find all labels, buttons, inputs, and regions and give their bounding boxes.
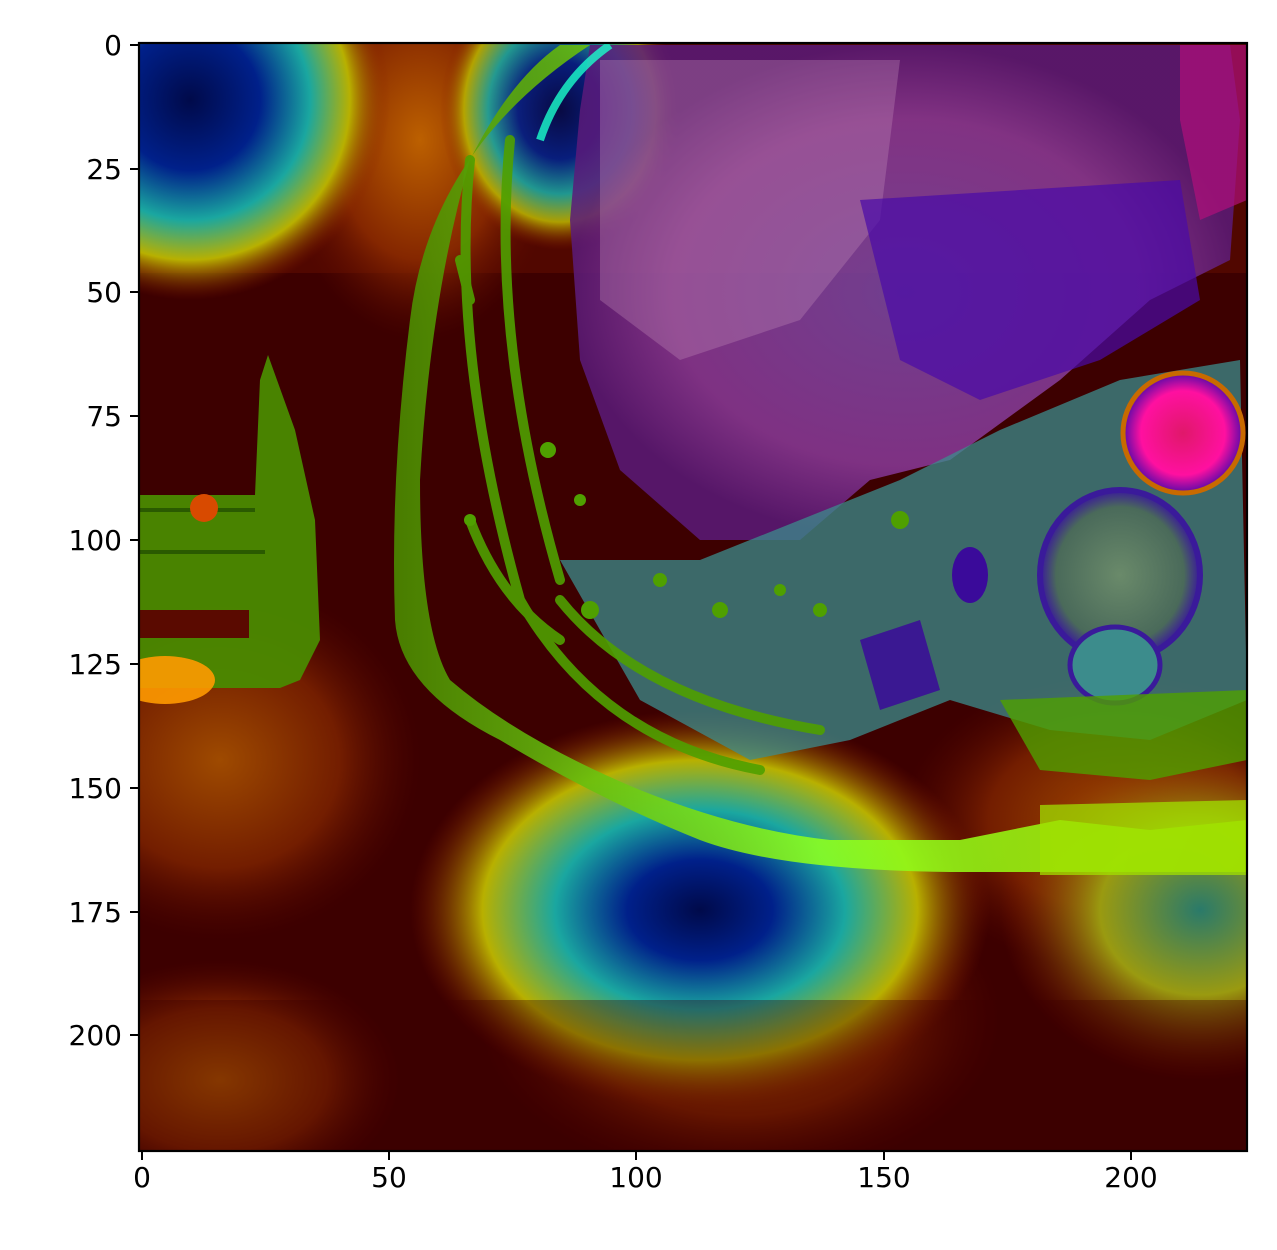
x-tick-label: 200: [1104, 1161, 1157, 1194]
overlay-image: [139, 43, 1247, 1151]
y-tick-label: 50: [86, 276, 122, 309]
x-tick-label: 0: [133, 1161, 151, 1194]
y-tick: 0: [104, 29, 139, 62]
y-tick-label: 25: [86, 153, 122, 186]
y-tick-label: 100: [69, 524, 122, 557]
spinal-canal: [1067, 624, 1163, 706]
psoas-dark-patch: [860, 620, 940, 710]
x-tick-label: 150: [857, 1161, 910, 1194]
aorta: [1123, 373, 1243, 493]
x-tick-label: 50: [371, 1161, 407, 1194]
y-tick-label: 0: [104, 29, 122, 62]
x-tick: 150: [857, 1151, 911, 1194]
body-wall-bottom-band: [1040, 800, 1247, 875]
arm-region: [139, 355, 320, 688]
y-tick: 175: [69, 896, 139, 929]
y-tick-label: 175: [69, 896, 122, 929]
x-axis: 0 50 100 150 200: [133, 1151, 1158, 1194]
x-tick-label: 100: [609, 1161, 662, 1194]
heatmap-hotspot-top-left: [139, 43, 390, 300]
y-tick: 75: [86, 400, 139, 433]
paraspinal-muscle: [1000, 690, 1247, 780]
x-tick: 0: [133, 1151, 151, 1194]
arm-dark-stripe: [139, 610, 249, 638]
y-tick: 150: [69, 772, 139, 805]
y-tick: 25: [86, 153, 139, 186]
y-tick: 50: [86, 276, 139, 309]
organ-magenta-top-right: [1180, 45, 1247, 220]
y-tick: 200: [69, 1019, 139, 1052]
plot-frame: [137, 41, 1249, 1153]
y-tick: 125: [69, 648, 139, 681]
liver-highlight: [600, 60, 900, 360]
x-tick: 50: [371, 1151, 407, 1194]
heatmap-warm-blob: [139, 960, 400, 1151]
intercostal-strands: [455, 135, 825, 775]
organ-purple-patch: [860, 180, 1200, 400]
y-tick-label: 125: [69, 648, 122, 681]
x-tick: 200: [1104, 1151, 1158, 1194]
heatmap-hotspot-bottom: [410, 710, 990, 1110]
arm-marker: [190, 494, 218, 522]
y-tick-label: 200: [69, 1019, 122, 1052]
arm-hotspot: [139, 656, 215, 704]
aorta-rim: [1120, 370, 1246, 496]
heatmap-band-bottom: [139, 1000, 1247, 1151]
y-tick-label: 75: [86, 400, 122, 433]
kidney-dark: [952, 547, 988, 603]
y-tick-label: 150: [69, 772, 122, 805]
x-tick: 100: [609, 1151, 663, 1194]
y-tick: 100: [69, 524, 139, 557]
body-wall-edge: [536, 43, 613, 142]
y-axis: 0 25 50 75 100 125 150 175: [69, 29, 139, 1052]
tissue-dots: [464, 442, 909, 619]
